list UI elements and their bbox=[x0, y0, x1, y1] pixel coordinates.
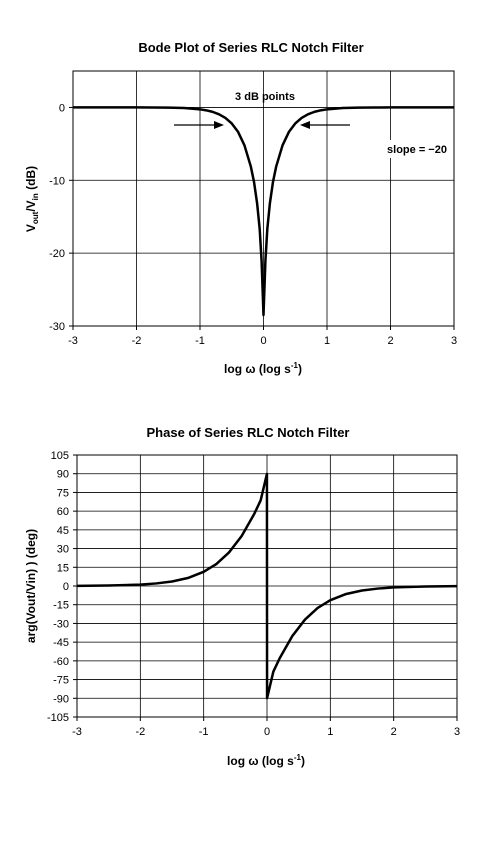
phase-x-tick-label: -3 bbox=[72, 726, 82, 738]
bode-x-tick-label: 3 bbox=[451, 335, 457, 347]
phase-y-tick-label: -75 bbox=[53, 675, 69, 687]
three-db-points-label: 3 dB points bbox=[235, 91, 295, 103]
bode-chart-title: Bode Plot of Series RLC Notch Filter bbox=[138, 40, 363, 55]
phase-y-tick-label: -105 bbox=[47, 712, 69, 724]
phase-y-axis-label: arg(Vout/Vin) ) (deg) bbox=[24, 529, 38, 643]
phase-x-tick-label: 0 bbox=[264, 726, 270, 738]
bode-x-tick-label: 2 bbox=[387, 335, 393, 347]
phase-y-tick-label: -60 bbox=[53, 656, 69, 668]
bode-x-tick-label: -3 bbox=[68, 335, 78, 347]
bode-y-tick-label: -20 bbox=[49, 248, 65, 260]
phase-y-tick-labels: 105 90 75 60 45 30 15 0 -15 -30 -45 -60 -75 -90 -105 bbox=[47, 450, 69, 724]
phase-y-tick-label: 0 bbox=[63, 581, 69, 593]
bode-y-tick-label: 0 bbox=[59, 102, 65, 114]
phase-x-tick-label: 1 bbox=[327, 726, 333, 738]
bode-magnitude-chart: Bode Plot of Series RLC Notch Filter -3-… bbox=[24, 40, 457, 376]
phase-chart-title: Phase of Series RLC Notch Filter bbox=[147, 425, 350, 440]
phase-y-tick-label: 30 bbox=[57, 544, 69, 556]
bode-y-tick-label: -10 bbox=[49, 175, 65, 187]
bode-x-axis-label: log ω (log s-1) bbox=[224, 361, 302, 376]
bode-y-tick-label: -30 bbox=[49, 321, 65, 333]
phase-y-tick-label: -15 bbox=[53, 600, 69, 612]
phase-x-tick-labels: -3 -2 -1 0 1 2 3 bbox=[72, 726, 460, 738]
left-3db-arrowhead bbox=[214, 121, 224, 129]
phase-y-tick-label: 45 bbox=[57, 525, 69, 537]
slope-label: slope = −20 bbox=[387, 144, 447, 156]
bode-x-tick-label: 1 bbox=[324, 335, 330, 347]
phase-x-tick-label: 3 bbox=[454, 726, 460, 738]
phase-y-tick-label: 15 bbox=[57, 562, 69, 574]
phase-y-tick-label: 105 bbox=[51, 450, 69, 462]
phase-line bbox=[76, 472, 458, 700]
phase-chart: Phase of Series RLC Notch Filter -3 -2 -1 0… bbox=[24, 425, 460, 768]
bode-plot-frame bbox=[72, 70, 455, 327]
bode-y-axis-label: Vout/Vin (dB) bbox=[24, 166, 40, 232]
bode-magnitude-line bbox=[73, 106, 454, 317]
bode-ticks bbox=[69, 106, 455, 330]
phase-y-tick-label: -45 bbox=[53, 637, 69, 649]
phase-y-tick-label: 75 bbox=[57, 487, 69, 499]
bode-y-tick-labels: 0 -10 -20 -30 bbox=[49, 102, 65, 333]
phase-y-tick-label: 90 bbox=[57, 469, 69, 481]
phase-x-tick-label: -2 bbox=[135, 726, 145, 738]
phase-x-tick-label: 2 bbox=[391, 726, 397, 738]
slope-label-background bbox=[382, 140, 452, 158]
right-3db-arrowhead bbox=[300, 121, 310, 129]
phase-y-tick-label: 60 bbox=[57, 506, 69, 518]
bode-x-tick-label: -2 bbox=[132, 335, 142, 347]
phase-ticks bbox=[73, 454, 458, 721]
bode-x-tick-label: 0 bbox=[260, 335, 266, 347]
bode-x-tick-label: -1 bbox=[195, 335, 205, 347]
phase-x-tick-label: -1 bbox=[199, 726, 209, 738]
bode-x-tick-labels: -3 -2 -1 0 1 2 3 bbox=[68, 335, 457, 347]
phase-y-tick-label: -90 bbox=[53, 693, 69, 705]
phase-plot-frame bbox=[76, 454, 458, 718]
phase-y-tick-label: -30 bbox=[53, 618, 69, 630]
phase-x-axis-label: log ω (log s-1) bbox=[227, 753, 305, 768]
